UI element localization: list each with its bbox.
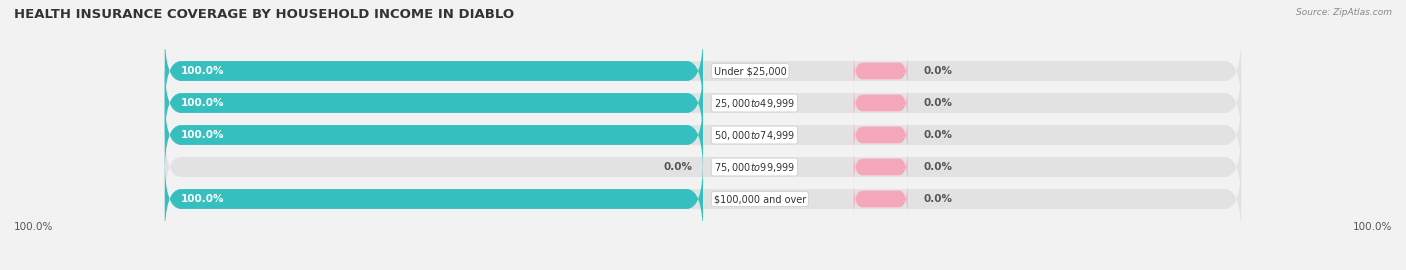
FancyBboxPatch shape [165,33,1241,109]
Text: 100.0%: 100.0% [181,66,225,76]
Text: 100.0%: 100.0% [181,194,225,204]
FancyBboxPatch shape [853,54,907,88]
Text: $50,000 to $74,999: $50,000 to $74,999 [714,129,794,141]
FancyBboxPatch shape [165,33,703,109]
Text: HEALTH INSURANCE COVERAGE BY HOUSEHOLD INCOME IN DIABLO: HEALTH INSURANCE COVERAGE BY HOUSEHOLD I… [14,8,515,21]
Text: Under $25,000: Under $25,000 [714,66,786,76]
Text: 0.0%: 0.0% [924,162,953,172]
FancyBboxPatch shape [853,86,907,120]
Text: 100.0%: 100.0% [181,98,225,108]
Text: Source: ZipAtlas.com: Source: ZipAtlas.com [1296,8,1392,17]
FancyBboxPatch shape [853,150,907,184]
Text: 100.0%: 100.0% [1353,222,1392,232]
Text: 0.0%: 0.0% [924,130,953,140]
Text: 100.0%: 100.0% [14,222,53,232]
FancyBboxPatch shape [165,161,1241,237]
FancyBboxPatch shape [853,118,907,152]
Text: 0.0%: 0.0% [924,194,953,204]
Text: $25,000 to $49,999: $25,000 to $49,999 [714,96,794,110]
Text: 0.0%: 0.0% [924,98,953,108]
FancyBboxPatch shape [165,97,1241,173]
FancyBboxPatch shape [165,65,703,141]
FancyBboxPatch shape [853,182,907,216]
FancyBboxPatch shape [165,97,703,173]
Text: 0.0%: 0.0% [664,162,692,172]
FancyBboxPatch shape [165,65,1241,141]
Text: 0.0%: 0.0% [924,66,953,76]
FancyBboxPatch shape [165,129,1241,205]
Text: 100.0%: 100.0% [181,130,225,140]
FancyBboxPatch shape [165,161,703,237]
Text: $75,000 to $99,999: $75,000 to $99,999 [714,160,794,174]
Text: $100,000 and over: $100,000 and over [714,194,806,204]
